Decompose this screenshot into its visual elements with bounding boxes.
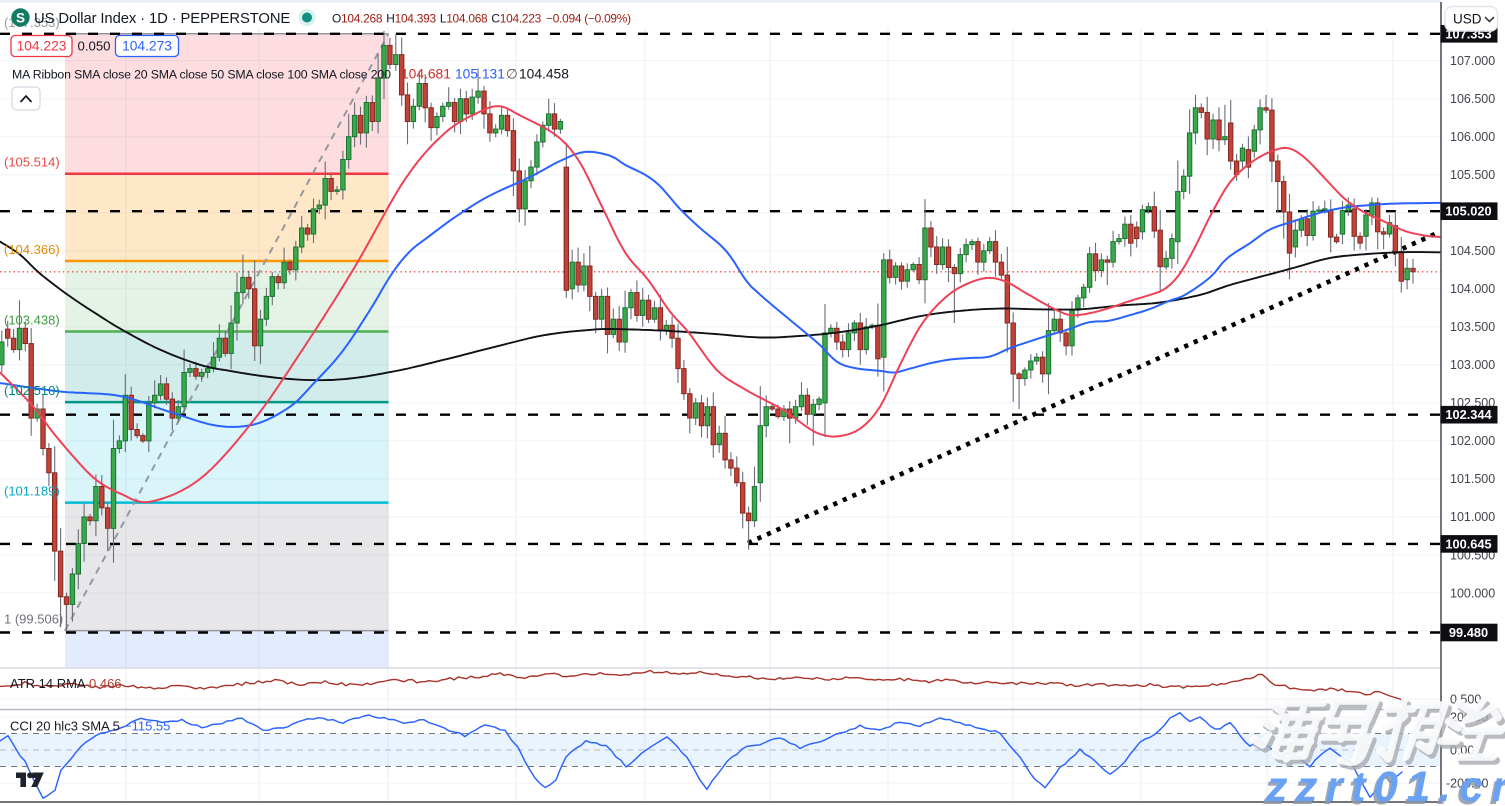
svg-text:104.273: 104.273 (122, 39, 172, 54)
svg-text:(105.514): (105.514) (4, 155, 60, 170)
svg-text:1 (99.506): 1 (99.506) (4, 612, 63, 627)
svg-text:105.020: 105.020 (1445, 204, 1491, 219)
svg-text:(103.438): (103.438) (4, 313, 60, 328)
svg-text:(101.189): (101.189) (4, 484, 60, 499)
svg-text:-200.00: -200.00 (1446, 776, 1488, 790)
svg-text:105.131: 105.131 (455, 67, 505, 82)
svg-text:S: S (16, 10, 25, 25)
svg-text:∅: ∅ (506, 67, 518, 82)
svg-text:MA Ribbon SMA close 20 SMA clo: MA Ribbon SMA close 20 SMA close 50 SMA … (12, 68, 391, 82)
svg-text:US Dollar Index · 1D · PEPPERS: US Dollar Index · 1D · PEPPERSTONE (34, 11, 290, 27)
svg-text:0.050: 0.050 (77, 39, 110, 54)
svg-text:104.000: 104.000 (1450, 282, 1495, 296)
svg-text:100.000: 100.000 (1450, 586, 1495, 600)
svg-text:100.645: 100.645 (1445, 536, 1491, 551)
svg-text:−115.55: −115.55 (124, 719, 170, 734)
svg-text:(104.366): (104.366) (4, 242, 60, 257)
svg-text:101.000: 101.000 (1450, 510, 1495, 524)
svg-text:ATR 14 RMA: ATR 14 RMA (10, 676, 86, 691)
svg-text:106.500: 106.500 (1450, 92, 1495, 106)
svg-text:102.344: 102.344 (1445, 407, 1492, 422)
svg-text:0.466: 0.466 (89, 676, 122, 691)
svg-text:107.000: 107.000 (1450, 54, 1495, 68)
svg-text:(102.510): (102.510) (4, 383, 60, 398)
svg-text:101.500: 101.500 (1450, 472, 1495, 486)
svg-text:zzrt01.cn: zzrt01.cn (1265, 763, 1505, 806)
svg-text:zzrt01.cn: zzrt01.cn (1263, 766, 1505, 806)
svg-text:102.000: 102.000 (1450, 434, 1495, 448)
svg-text:104.681: 104.681 (401, 67, 451, 82)
svg-text:104.500: 104.500 (1450, 244, 1495, 258)
svg-text:CCI 20 hlc3 SMA 5: CCI 20 hlc3 SMA 5 (10, 719, 120, 734)
svg-text:USD: USD (1453, 12, 1482, 27)
svg-text:104.223: 104.223 (17, 39, 67, 54)
svg-text:104.458: 104.458 (519, 67, 569, 82)
svg-text:103.500: 103.500 (1450, 320, 1495, 334)
svg-text:99.480: 99.480 (1449, 625, 1488, 640)
svg-text:103.000: 103.000 (1450, 358, 1495, 372)
svg-text:105.500: 105.500 (1450, 168, 1495, 182)
svg-text:106.000: 106.000 (1450, 130, 1495, 144)
